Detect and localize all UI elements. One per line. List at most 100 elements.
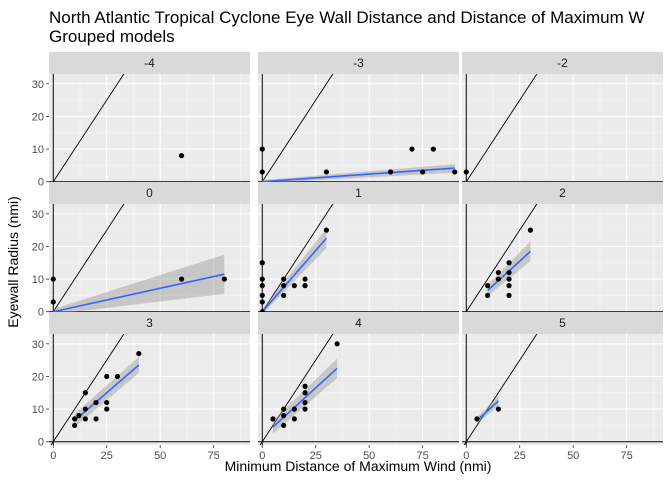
- chart-title: North Atlantic Tropical Cyclone Eye Wall…: [49, 8, 645, 27]
- data-point: [334, 341, 340, 347]
- data-point: [506, 260, 512, 266]
- data-point: [281, 413, 287, 419]
- panel-layers: [49, 334, 250, 445]
- data-point: [430, 146, 436, 152]
- data-point: [104, 373, 110, 380]
- panel-layers: [49, 74, 250, 185]
- panel-layers: [258, 204, 459, 315]
- data-point: [259, 260, 265, 266]
- reference-line-y-equals-x: [259, 204, 334, 315]
- panel-layers: [462, 204, 663, 315]
- data-point: [259, 283, 265, 289]
- facet-strip-label: 1: [355, 186, 362, 200]
- y-tick-label: 30: [32, 339, 44, 351]
- panel-background: [462, 334, 663, 445]
- facet-panel: 0 0 10 20 30: [32, 182, 250, 319]
- reference-line-y-equals-x: [463, 204, 538, 315]
- data-point: [259, 299, 265, 305]
- panel-background: [462, 74, 663, 185]
- x-tick-label: 75: [621, 450, 633, 462]
- facet-strip: [49, 182, 250, 204]
- facet-panel: -4 0 10 20 30: [32, 52, 250, 189]
- data-point: [302, 276, 308, 282]
- data-point: [281, 276, 287, 282]
- data-point: [387, 169, 394, 175]
- data-point: [527, 227, 534, 233]
- facet-strip: [258, 182, 459, 204]
- data-point: [259, 292, 265, 299]
- panel-background: [258, 334, 459, 445]
- facet-strip: [258, 52, 459, 74]
- data-point: [495, 269, 501, 276]
- data-point: [50, 299, 56, 305]
- data-point: [506, 269, 512, 276]
- panel-background: [49, 74, 250, 185]
- facet-strip-label: -2: [557, 56, 568, 70]
- reference-line-y-equals-x: [259, 334, 334, 445]
- x-tick-label: 25: [310, 450, 322, 462]
- data-point: [291, 406, 297, 412]
- data-point: [104, 399, 110, 406]
- data-point: [463, 169, 469, 175]
- fit-confidence-band: [487, 241, 531, 297]
- data-point: [506, 276, 512, 282]
- data-point: [291, 416, 297, 422]
- y-tick-label: 10: [32, 274, 44, 286]
- reference-line-y-equals-x: [50, 334, 125, 445]
- facet-strip-label: -3: [353, 56, 364, 70]
- fit-confidence-band: [272, 358, 338, 434]
- data-point: [178, 276, 185, 282]
- panel-layers: [258, 334, 459, 445]
- data-point: [50, 276, 56, 282]
- y-tick-label: 0: [38, 437, 44, 449]
- data-point: [82, 406, 88, 412]
- facet-strip-label: 4: [355, 316, 362, 330]
- y-tick-label: 30: [32, 209, 44, 221]
- facet-strip: [462, 312, 663, 334]
- data-point: [474, 416, 480, 422]
- data-point: [302, 283, 308, 289]
- panel-layers: [462, 334, 663, 445]
- x-tick-label: 50: [154, 450, 166, 462]
- facet-panel: 50 25 50 75: [462, 312, 663, 462]
- data-point: [281, 406, 287, 412]
- x-tick-label: 75: [208, 450, 220, 462]
- x-tick-label: 0: [50, 450, 56, 462]
- panel-background: [49, 334, 250, 445]
- x-tick-label: 0: [259, 450, 265, 462]
- data-point: [420, 169, 426, 175]
- panel-background: [258, 204, 459, 315]
- facet-panel: -2: [462, 52, 663, 185]
- chart-subtitle: Grouped models: [49, 27, 175, 46]
- x-tick-label: 50: [363, 450, 375, 462]
- x-tick-label: 25: [101, 450, 113, 462]
- y-tick-label: 20: [32, 241, 44, 253]
- data-point: [485, 283, 491, 289]
- data-point: [82, 416, 88, 422]
- data-point: [104, 406, 110, 412]
- facet-strip-label: -4: [144, 56, 155, 70]
- fit-line: [476, 400, 499, 422]
- data-point: [114, 373, 121, 380]
- x-tick-label: 25: [514, 450, 526, 462]
- panel-background: [49, 204, 250, 315]
- facet-strip: [462, 52, 663, 74]
- facet-strip: [49, 52, 250, 74]
- fit-line: [53, 273, 225, 313]
- data-point: [409, 146, 415, 152]
- y-axis-title: Eyewall Radius (nmi): [5, 196, 21, 327]
- facet-strip-label: 3: [146, 316, 153, 330]
- facet-strip-label: 2: [559, 186, 566, 200]
- reference-line-y-equals-x: [50, 74, 125, 185]
- data-point: [72, 422, 78, 429]
- data-point: [76, 413, 82, 419]
- data-point: [291, 283, 297, 289]
- fit-line: [261, 237, 328, 313]
- reference-line-y-equals-x: [463, 74, 538, 185]
- facet-strip: [258, 312, 459, 334]
- data-point: [495, 276, 501, 282]
- facet-panel: 1: [258, 182, 459, 315]
